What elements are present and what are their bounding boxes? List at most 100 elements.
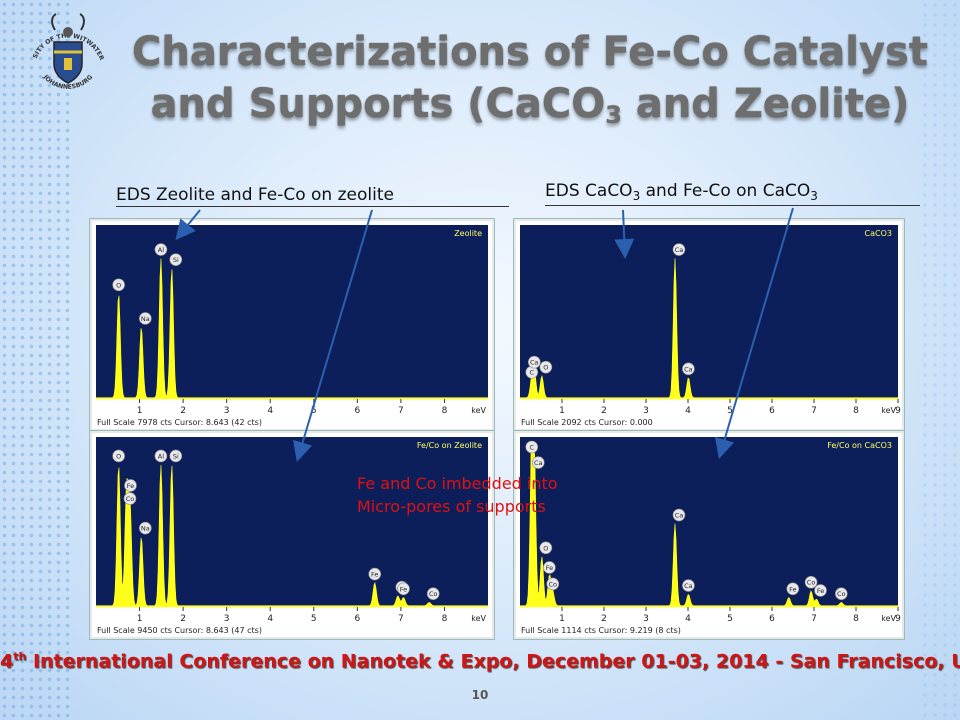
spectrum-title: Fe/Co on CaCO3: [827, 441, 892, 450]
peak-label-marker: [672, 243, 686, 256]
spectrum-title: Zeolite: [454, 229, 482, 238]
axis-tick-label: 1: [559, 406, 565, 416]
spectrum-trace: [519, 258, 899, 400]
peak-label: Ca: [684, 582, 693, 590]
peak-label: Co: [126, 495, 135, 503]
axis-tick-label: 8: [442, 614, 448, 624]
footer-num: 4: [0, 650, 14, 673]
spectrum-footer: Full Scale 9450 cts Cursor: 8.643 (47 ct…: [97, 626, 262, 635]
peak-label: Ca: [534, 459, 543, 467]
spectrum-zeolite: Zeolite O Na Al Si 1 2 3 4 5 6 7 8 keV Full Scale 7978…: [90, 219, 494, 431]
page-number: 10: [471, 688, 489, 702]
peak-label: Al: [158, 452, 164, 460]
axis-tick-label: 5: [311, 614, 317, 624]
axis-tick-label: 2: [180, 406, 186, 416]
header-caco3-underline: [545, 205, 920, 206]
peak-label-marker: [786, 582, 800, 596]
spectrum-feco-zeolite: Fe/Co on ZeoliteOFeCoNaAlSiFeCoFeCo12345…: [90, 431, 494, 639]
axis-tick-label: 8: [853, 614, 859, 624]
axis-tick-label: 7: [811, 406, 817, 416]
axis-tick-label: 5: [727, 614, 733, 624]
peak-label-marker: [169, 253, 183, 266]
axis-tick-label: 9: [895, 406, 901, 416]
peak-label: Fe: [400, 585, 407, 593]
axis-tick-label: 8: [853, 406, 859, 416]
header-caco3-a: EDS CaCO: [545, 181, 633, 201]
peak-label-marker: [368, 567, 382, 581]
axis-tick-label: 1: [137, 614, 143, 624]
axis-tick-label: 4: [685, 406, 691, 416]
axis-tick-label: 3: [643, 406, 649, 416]
peak-label: Ca: [530, 359, 539, 367]
peak-label-marker: [531, 456, 545, 469]
peak-label: Na: [141, 525, 150, 533]
spectrum-footer: Full Scale 1114 cts Cursor: 9.219 (8 cts…: [521, 626, 681, 635]
peak-label-marker: [672, 508, 686, 522]
axis-tick-label: 3: [224, 406, 230, 416]
peak-label: Al: [158, 246, 164, 254]
peak-label: O: [543, 364, 548, 372]
annotation-text: Fe and Co imbedded into Micro-pores of s…: [357, 472, 558, 518]
peak-label: C: [529, 444, 534, 452]
axis-tick-label: 7: [811, 614, 817, 624]
header-caco3: EDS CaCO3 and Fe-Co on CaCO3: [545, 181, 818, 203]
peak-label: Co: [429, 590, 438, 598]
axis-tick-label: 5: [727, 406, 733, 416]
axis-tick-label: 2: [601, 614, 607, 624]
peak-label: O: [116, 281, 121, 289]
axis-tick-label: 4: [267, 406, 273, 416]
annotation-line-2: Micro-pores of supports: [357, 497, 546, 516]
spectrum-trace: [95, 258, 489, 400]
axis-tick-label: 7: [398, 614, 404, 624]
axis-tick-label: 2: [180, 614, 186, 624]
header-zeolite: EDS Zeolite and Fe-Co on zeolite: [116, 185, 394, 205]
axis-tick-label: 6: [354, 406, 360, 416]
peak-label-marker: [539, 360, 553, 374]
left-dot-pattern: [0, 0, 70, 720]
annotation-line-1: Fe and Co imbedded into: [357, 474, 558, 493]
peak-label: Ca: [684, 365, 693, 373]
axis-tick-label: 7: [398, 406, 404, 416]
peak-label: Fe: [371, 571, 378, 579]
peak-label-marker: [397, 582, 410, 596]
spectrum-caco3: CaCO3 C O Ca Ca Ca 1 2 3 4 5 6 7 8 9 keV Full Scale 2092…: [514, 219, 904, 431]
axis-tick-label: 8: [442, 406, 448, 416]
axis-unit-label: keV: [471, 614, 486, 623]
peak-label: Ca: [675, 246, 684, 254]
axis-tick-label: 9: [895, 614, 901, 624]
title-subscript: 3: [605, 101, 622, 129]
peak-label: Co: [549, 580, 558, 588]
peak-label-marker: [682, 579, 695, 592]
peak-label-marker: [543, 561, 556, 574]
peak-label-marker: [169, 449, 183, 463]
slide-title: Characterizations of Fe-Co Catalyst and …: [120, 26, 940, 141]
peak-label-marker: [124, 479, 137, 492]
axis-tick-label: 3: [224, 614, 230, 624]
title-line-1: Characterizations of Fe-Co Catalyst: [132, 29, 928, 75]
spectrum-title: Fe/Co on Zeolite: [417, 441, 482, 450]
footer-text: International Conference on Nanotek & Ex…: [26, 650, 960, 673]
axis-unit-label: keV: [471, 406, 486, 415]
title-line-2-prefix: and Supports (CaCO: [150, 81, 606, 127]
peak-label-marker: [426, 587, 440, 601]
peak-label-marker: [525, 440, 539, 454]
peak-label: Fe: [789, 585, 796, 593]
axis-tick-label: 4: [267, 614, 273, 624]
axis-tick-label: 4: [685, 614, 691, 624]
spectrum-feco-caco3: Fe/Co on CaCO3 C O Fe Ca Co Ca Ca Fe Co Fe Co 1 2 3 4 5 6…: [514, 431, 904, 639]
title-line-2-suffix: and Zeolite): [621, 81, 910, 127]
axis-tick-label: 5: [311, 406, 317, 416]
peak-label-marker: [814, 584, 827, 597]
peak-label: C: [529, 369, 534, 377]
spectrum-footer: Full Scale 7978 cts Cursor: 8.643 (42 ct…: [97, 418, 262, 427]
peak-label-marker: [138, 521, 152, 535]
conference-footer: 4th International Conference on Nanotek …: [0, 650, 960, 672]
axis-unit-label: keV: [881, 406, 896, 415]
axis-tick-label: 6: [769, 406, 775, 416]
footer-sup: th: [13, 650, 27, 663]
spectrum-plot-area: [520, 225, 898, 399]
peak-label: Fe: [817, 587, 824, 595]
axis-tick-label: 2: [601, 406, 607, 416]
peak-label: Si: [173, 452, 179, 460]
